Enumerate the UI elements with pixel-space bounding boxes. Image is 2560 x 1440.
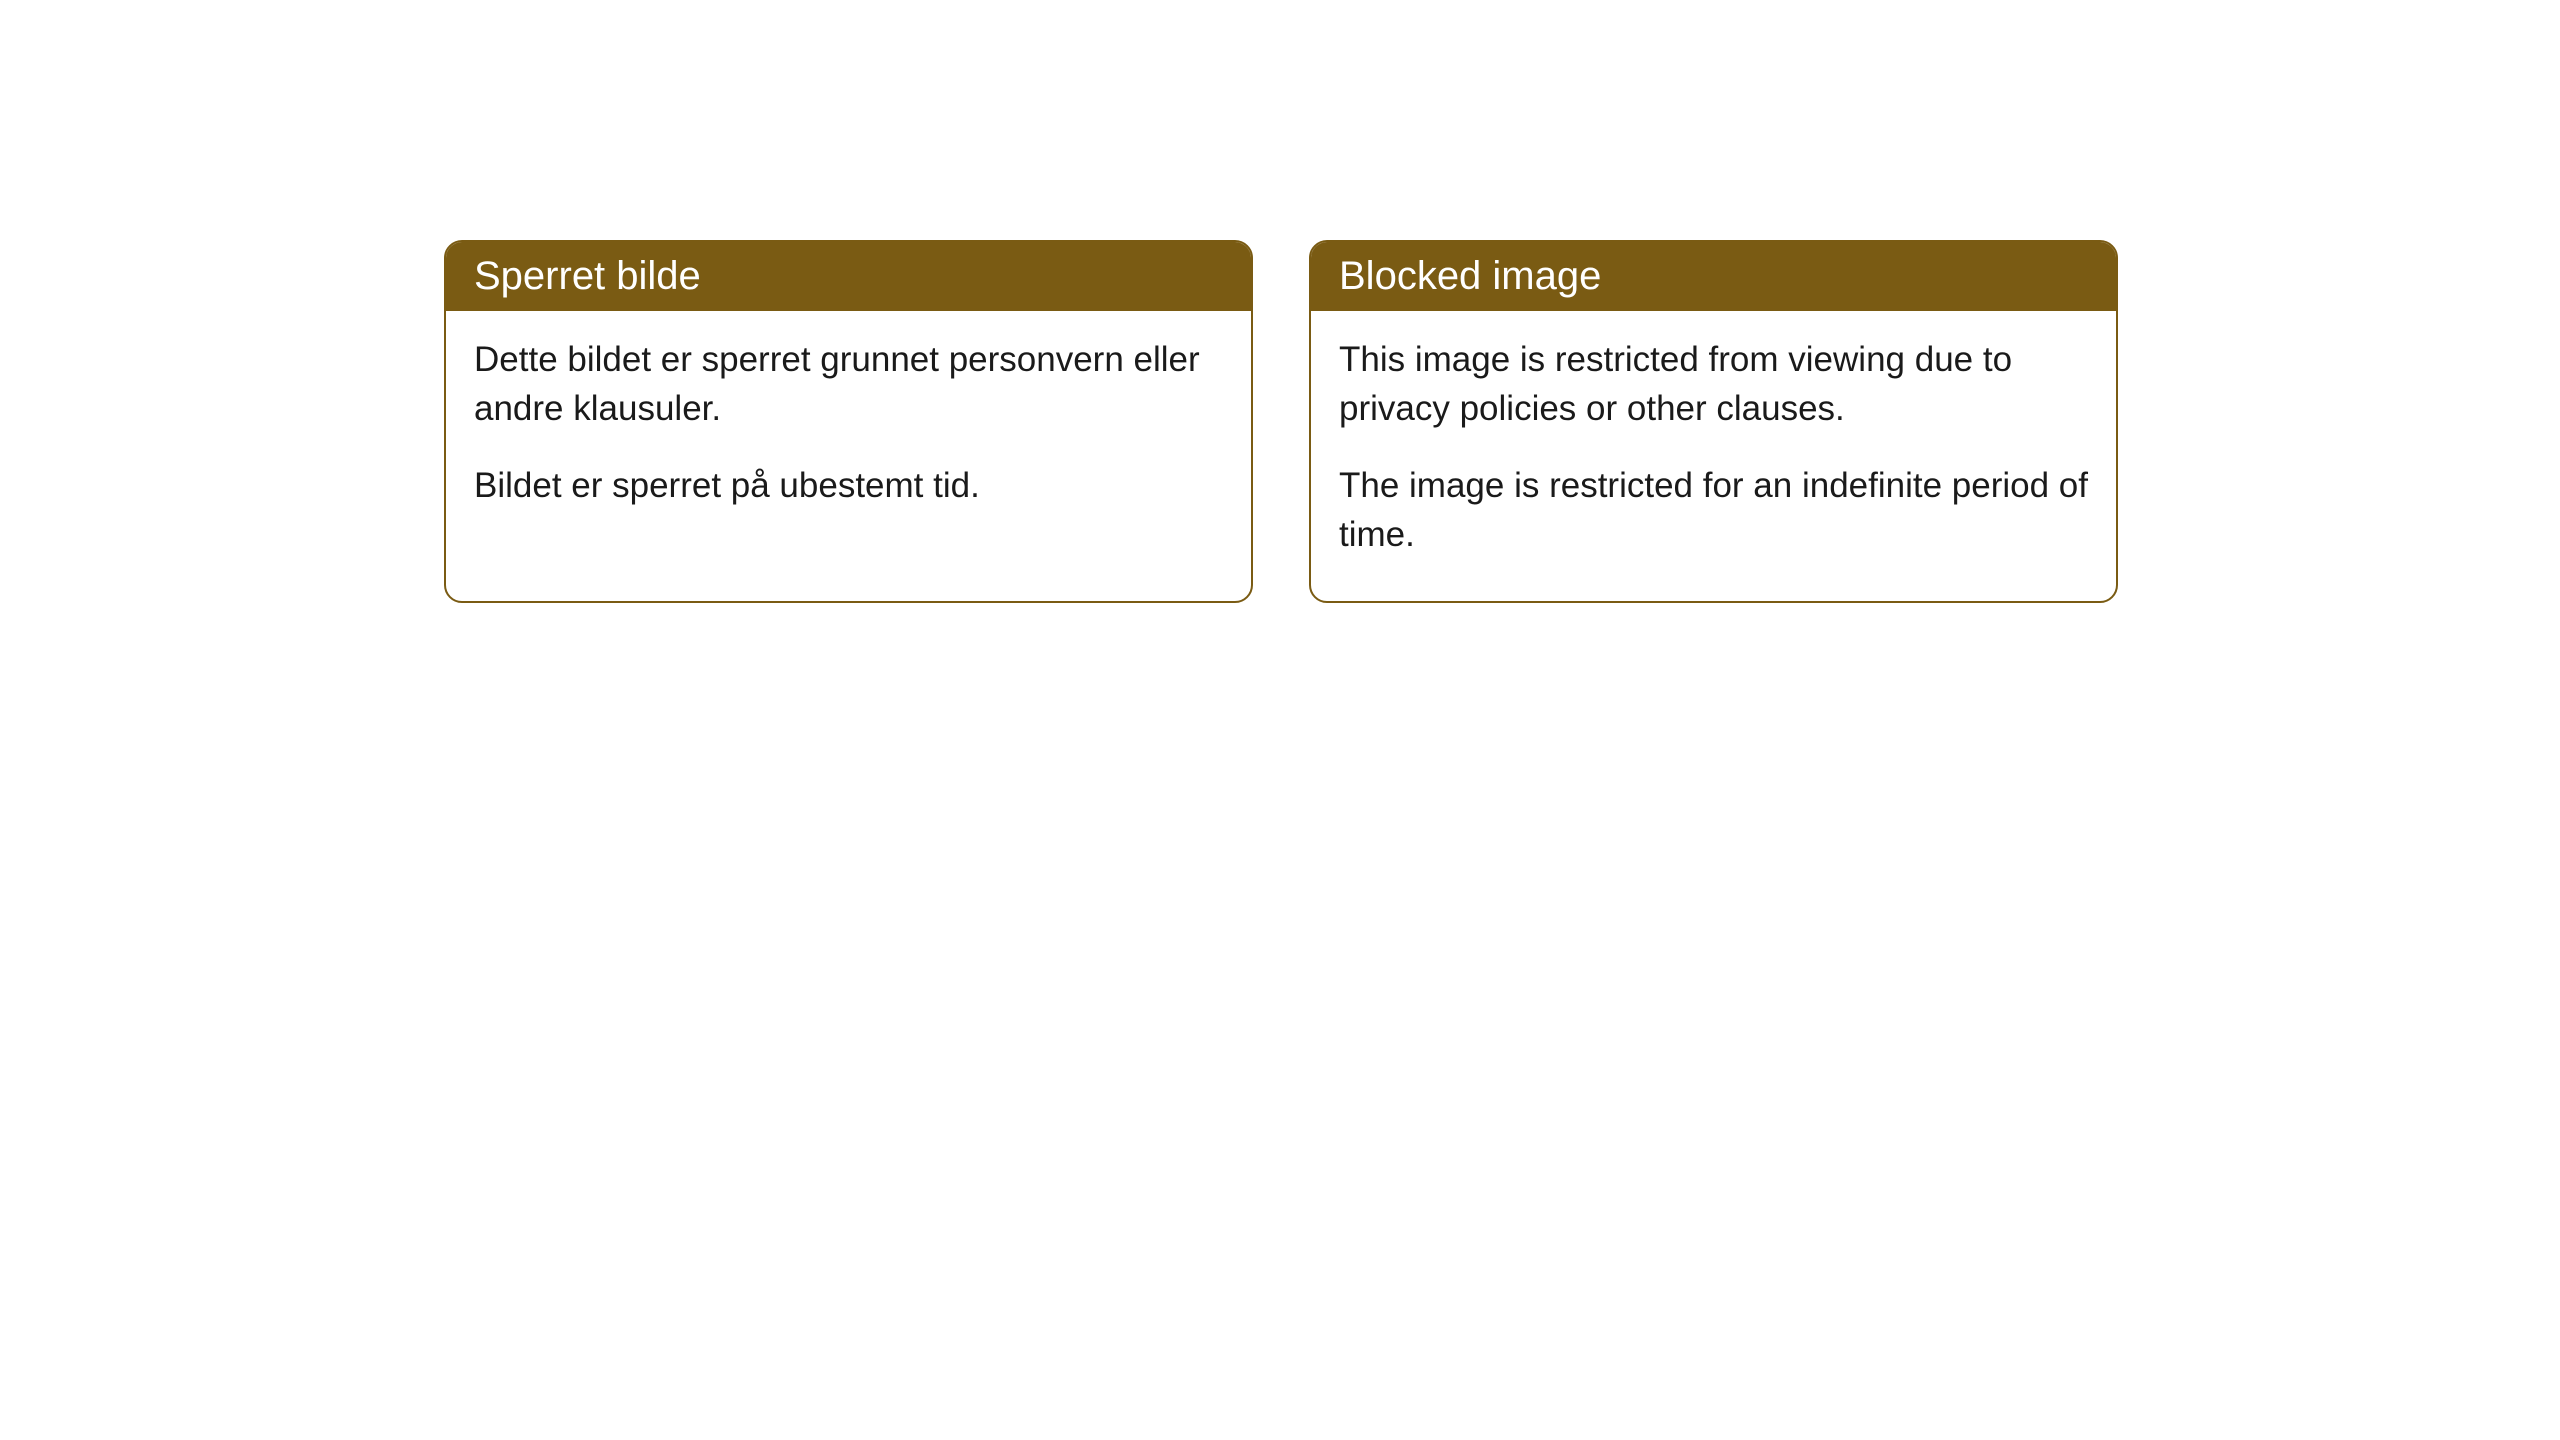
card-header-english: Blocked image [1311, 242, 2116, 311]
card-title: Blocked image [1339, 254, 1601, 298]
card-header-norwegian: Sperret bilde [446, 242, 1251, 311]
card-norwegian: Sperret bilde Dette bildet er sperret gr… [444, 240, 1253, 603]
card-title: Sperret bilde [474, 254, 701, 298]
cards-container: Sperret bilde Dette bildet er sperret gr… [444, 240, 2118, 603]
card-paragraph: This image is restricted from viewing du… [1339, 335, 2088, 433]
card-english: Blocked image This image is restricted f… [1309, 240, 2118, 603]
card-paragraph: The image is restricted for an indefinit… [1339, 461, 2088, 559]
card-body-english: This image is restricted from viewing du… [1311, 311, 2116, 601]
card-paragraph: Dette bildet er sperret grunnet personve… [474, 335, 1223, 433]
card-paragraph: Bildet er sperret på ubestemt tid. [474, 461, 1223, 510]
card-body-norwegian: Dette bildet er sperret grunnet personve… [446, 311, 1251, 552]
